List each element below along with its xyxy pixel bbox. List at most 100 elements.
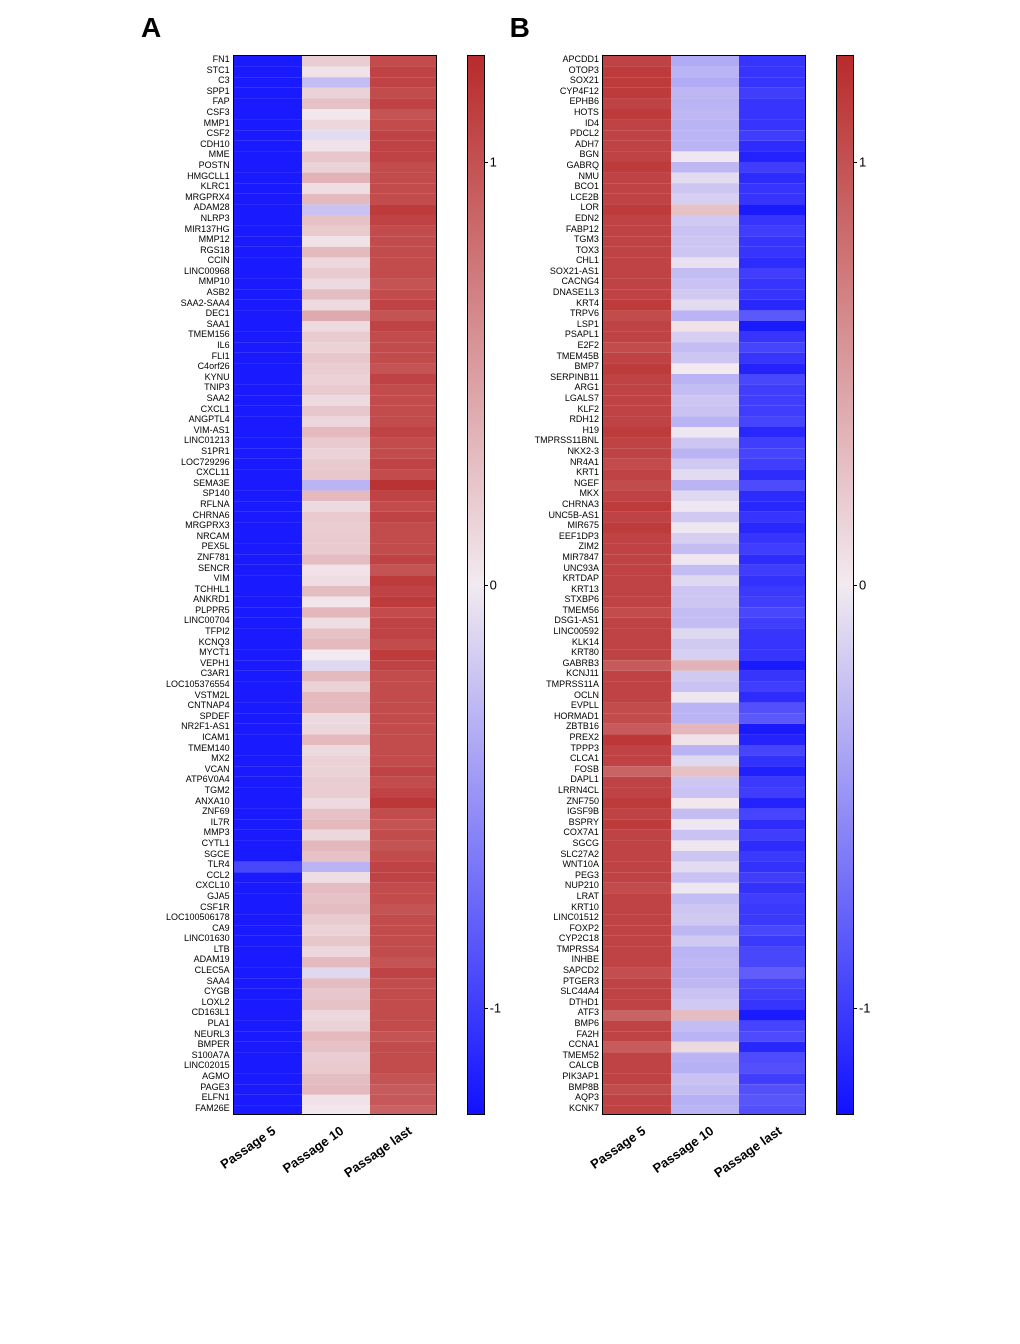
heatmap-cell (234, 925, 302, 936)
heatmap-cell (370, 1021, 437, 1032)
heatmap-cell (302, 650, 370, 661)
heatmap-cell (671, 353, 739, 364)
heatmap-cell (603, 204, 671, 215)
heatmap-cell (302, 1052, 370, 1063)
heatmap-cell (671, 809, 739, 820)
heatmap-cell (234, 204, 302, 215)
heatmap-cell (302, 724, 370, 735)
heatmap-cell (234, 363, 302, 374)
heatmap-cell (739, 332, 806, 343)
heatmap-cell (370, 565, 437, 576)
heatmap-cell (671, 247, 739, 258)
heatmap-cell (603, 904, 671, 915)
heatmap-cell (302, 745, 370, 756)
colorbar: 10-1 (467, 55, 485, 1115)
heatmap-cell (603, 554, 671, 565)
heatmap-cell (739, 480, 806, 491)
heatmap-cell (370, 597, 437, 608)
heatmap-cell (234, 173, 302, 184)
heatmap-cell (671, 88, 739, 99)
heatmap-cell (302, 734, 370, 745)
heatmap-cell (234, 1042, 302, 1053)
colorbar-label: 1 (490, 154, 497, 169)
heatmap-cell (739, 491, 806, 502)
heatmap-cell (370, 236, 437, 247)
heatmap-cell (234, 215, 302, 226)
heatmap-cell (234, 342, 302, 353)
heatmap-cell (671, 300, 739, 311)
gene-label: TGM2 (166, 786, 230, 797)
heatmap-cell (234, 310, 302, 321)
heatmap-cell (302, 194, 370, 205)
heatmap-cell (739, 628, 806, 639)
heatmap-cell (671, 703, 739, 714)
heatmap-cell (370, 427, 437, 438)
heatmap-cell (671, 692, 739, 703)
heatmap-cell (302, 978, 370, 989)
heatmap-cell (302, 1063, 370, 1074)
heatmap-cell (739, 756, 806, 767)
heatmap-cell (739, 353, 806, 364)
gene-label: CSF3 (166, 108, 230, 119)
heatmap-cell (370, 883, 437, 894)
heatmap-cell (603, 703, 671, 714)
heatmap-cell (370, 713, 437, 724)
heatmap-cell (302, 427, 370, 438)
heatmap-cell (370, 968, 437, 979)
heatmap-cell (739, 1021, 806, 1032)
heatmap-cell (739, 236, 806, 247)
heatmap-cell (370, 544, 437, 555)
heatmap-cell (739, 840, 806, 851)
heatmap-cell (603, 173, 671, 184)
x-axis-label: Passage 5 (587, 1123, 648, 1172)
heatmap-cell (671, 1084, 739, 1095)
heatmap-cell (671, 1021, 739, 1032)
x-axis-label: Passage last (341, 1123, 414, 1180)
heatmap-cell (603, 1052, 671, 1063)
heatmap-cell (671, 607, 739, 618)
heatmap-cell (302, 925, 370, 936)
heatmap-cell (603, 607, 671, 618)
heatmap-cell (671, 904, 739, 915)
heatmap-cell (739, 247, 806, 258)
heatmap-cell (603, 830, 671, 841)
heatmap-cell (739, 862, 806, 873)
heatmap-cell (739, 416, 806, 427)
heatmap-cell (370, 893, 437, 904)
heatmap-cell (671, 448, 739, 459)
heatmap-cell (302, 1074, 370, 1085)
heatmap-cell (671, 713, 739, 724)
heatmap-cell (671, 279, 739, 290)
heatmap-cell (603, 77, 671, 88)
heatmap-cell (370, 321, 437, 332)
heatmap-cell (603, 183, 671, 194)
heatmap-cell (603, 724, 671, 735)
heatmap-cell (234, 98, 302, 109)
colorbar-label: 1 (859, 154, 866, 169)
heatmap-cell (370, 512, 437, 523)
heatmap-cell (739, 226, 806, 237)
heatmap-cell (302, 459, 370, 470)
heatmap-cell (671, 98, 739, 109)
heatmap-cell (671, 660, 739, 671)
x-axis-label: Passage last (711, 1123, 784, 1180)
heatmap-cell (739, 1074, 806, 1085)
heatmap-cell (671, 819, 739, 830)
heatmap-cell (739, 77, 806, 88)
heatmap-cell (671, 586, 739, 597)
heatmap-cell (739, 703, 806, 714)
heatmap-cell (234, 777, 302, 788)
heatmap-cell (370, 819, 437, 830)
heatmap-cell (370, 1010, 437, 1021)
heatmap-cell (739, 639, 806, 650)
heatmap-cell (302, 692, 370, 703)
heatmap-cell (603, 56, 671, 67)
heatmap-cell (370, 936, 437, 947)
heatmap-cell (370, 342, 437, 353)
heatmap-cell (370, 618, 437, 629)
gene-label: NKX2-3 (535, 447, 599, 458)
heatmap-cell (234, 872, 302, 883)
heatmap-cell (234, 491, 302, 502)
gene-label: RFLNA (166, 500, 230, 511)
heatmap-cell (671, 1042, 739, 1053)
